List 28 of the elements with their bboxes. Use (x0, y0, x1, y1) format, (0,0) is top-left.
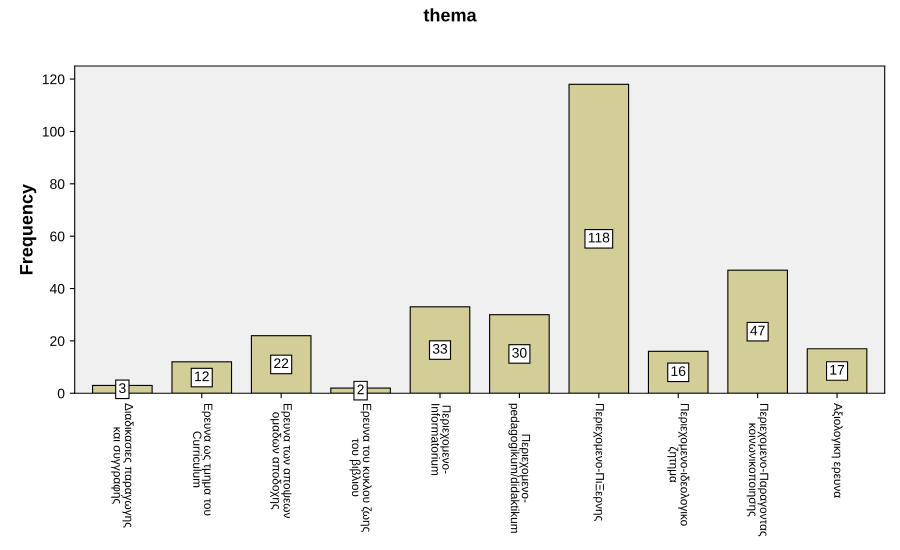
x-tick-label: Περιεχομενο- pedagogikum/didaktikum (508, 404, 530, 533)
chart-title: thema (424, 8, 477, 22)
data-label: 22 (274, 358, 288, 368)
y-tick-label: 40 (50, 284, 64, 294)
data-label: 2 (357, 384, 364, 394)
y-tick-label: 0 (58, 388, 64, 398)
x-tick-label: Περιεχομενο-ιδεολογικο ζητημα (667, 404, 690, 526)
data-label: 30 (512, 348, 527, 358)
y-tick-label: 100 (42, 126, 64, 137)
x-tick-label: Διαδικασιες παραγωγης και συγγραφής (111, 403, 134, 528)
data-label: 33 (432, 344, 448, 354)
y-axis-title: Frequency (20, 184, 36, 274)
x-tick-label: Περιεχομενο- Informatorium (431, 404, 451, 476)
y-tick-label: 80 (50, 179, 64, 189)
data-label: 118 (588, 232, 610, 243)
x-tick-label: Ερευνα του κυκλου ζωης του βιβλιου (350, 404, 372, 532)
x-tick-label: Ερευνα ως τμημα του Curriculum (193, 404, 212, 516)
y-tick-label: 20 (50, 336, 64, 346)
data-label: 47 (750, 326, 765, 336)
x-tick-label: Ερευνα των αποψεων ομαδων αποδοχης (270, 404, 292, 518)
y-tick-label: 60 (50, 232, 64, 242)
data-label: 12 (195, 371, 209, 382)
y-tick-label: 120 (42, 74, 64, 84)
data-label: 17 (830, 365, 844, 375)
x-tick-label: Περιεχομενο-ΠιΞερνης (593, 404, 604, 521)
data-label: 3 (119, 383, 126, 394)
data-label: 16 (672, 366, 686, 376)
x-tick-label: Αξιολογικη ερευνα (832, 402, 843, 498)
